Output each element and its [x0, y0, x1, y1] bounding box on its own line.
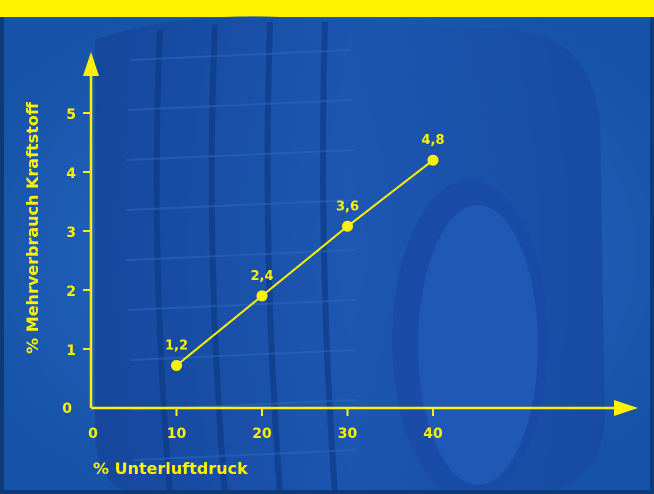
y-tick-label: 2: [66, 284, 76, 300]
x-tick-label: 20: [252, 426, 272, 442]
x-ticks: 0 10 20 30 40: [88, 408, 443, 442]
data-point: [256, 290, 268, 302]
y-tick-label: 4: [66, 166, 76, 182]
x-tick-label: 40: [423, 426, 443, 442]
data-point: [342, 220, 353, 232]
top-yellow-bar: [0, 0, 654, 17]
y-tick-label: 0: [62, 401, 72, 417]
y-axis-title: % Mehrverbrauch Kraftstoff: [23, 101, 42, 354]
y-tick-label: 5: [66, 107, 76, 123]
data-label: 2,4: [250, 269, 273, 284]
data-label: 4,8: [421, 133, 444, 148]
data-point: [171, 360, 182, 372]
frame-right: [650, 17, 654, 494]
y-axis-arrow: [83, 52, 99, 76]
frame-left: [0, 17, 4, 494]
data-point: [427, 154, 439, 166]
data-label: 3,6: [336, 199, 359, 214]
tire-background-image: [4, 16, 650, 494]
x-axis-title: % Unterluftdruck: [93, 459, 248, 478]
y-tick-label: 1: [66, 343, 76, 359]
data-label: 1,2: [165, 339, 188, 354]
y-ticks: 0 1 2 3 4 5: [62, 107, 91, 417]
axes: [83, 52, 638, 416]
x-tick-label: 30: [338, 426, 358, 442]
series-line: [175, 159, 434, 367]
x-axis-arrow: [614, 400, 638, 416]
x-tick-label: 10: [167, 426, 187, 442]
y-tick-label: 3: [66, 225, 76, 241]
frame-bottom: [0, 490, 654, 494]
x-tick-label: 0: [88, 426, 98, 442]
series-layer: 1,2 2,4 3,6 4,8: [165, 133, 445, 372]
